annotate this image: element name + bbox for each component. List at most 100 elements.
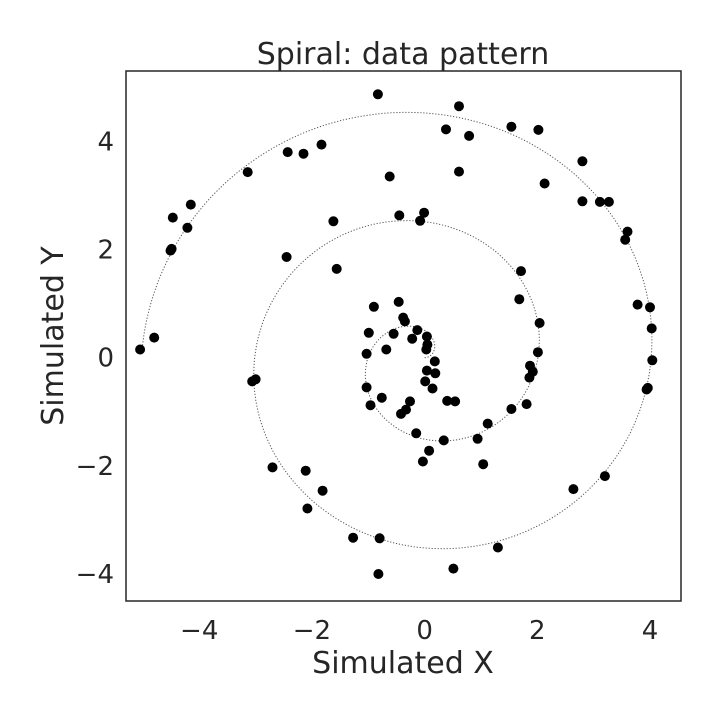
data-point — [534, 318, 545, 328]
data-point — [331, 263, 342, 274]
data-point — [620, 234, 631, 245]
x-tick-label: −4 — [180, 616, 218, 646]
data-point — [521, 399, 532, 410]
data-point — [328, 216, 339, 227]
x-tick-label: 0 — [416, 616, 433, 646]
x-tick-label: 4 — [642, 616, 659, 646]
y-tick-label: 2 — [97, 236, 114, 266]
data-point — [388, 328, 399, 339]
data-point — [448, 563, 459, 574]
data-point — [267, 462, 278, 473]
data-point — [427, 383, 438, 394]
data-point — [421, 344, 432, 355]
data-point — [429, 356, 440, 367]
data-point — [399, 316, 410, 327]
data-point — [532, 347, 543, 358]
data-point — [464, 130, 475, 141]
data-point — [361, 348, 372, 359]
data-point — [641, 384, 652, 395]
data-point — [622, 226, 633, 237]
data-point — [407, 333, 418, 344]
data-point — [381, 344, 392, 355]
data-point — [424, 445, 435, 456]
data-point — [506, 404, 517, 414]
data-point — [419, 207, 430, 218]
data-point — [478, 459, 489, 470]
x-axis-ticks: −4 −2 0 2 4 — [180, 616, 658, 646]
data-point — [647, 355, 658, 366]
data-point — [373, 569, 384, 579]
data-point — [533, 124, 544, 135]
data-point — [282, 147, 293, 158]
data-point — [594, 196, 605, 207]
data-point — [300, 465, 311, 476]
data-point — [317, 485, 328, 496]
data-point — [368, 301, 379, 312]
data-point — [167, 212, 178, 223]
data-point — [135, 344, 146, 355]
data-point — [577, 156, 588, 167]
data-point — [454, 101, 464, 112]
y-tick-label: −2 — [76, 452, 114, 482]
data-point — [417, 456, 428, 467]
x-axis-label: Simulated X — [312, 646, 494, 681]
data-point — [603, 196, 614, 207]
data-point — [632, 299, 643, 310]
data-point — [393, 296, 404, 307]
data-point — [421, 365, 432, 376]
data-point — [149, 332, 160, 343]
data-point — [524, 372, 535, 383]
data-point — [185, 199, 196, 210]
data-point — [242, 167, 253, 178]
y-tick-label: 4 — [97, 127, 114, 157]
data-point — [415, 215, 426, 226]
data-point — [412, 325, 423, 336]
data-point — [438, 435, 449, 446]
data-point — [454, 166, 464, 177]
data-point — [492, 542, 503, 553]
points-layer — [135, 89, 658, 579]
spiral-curve — [141, 111, 653, 550]
data-point — [441, 124, 451, 135]
data-point — [302, 503, 313, 514]
data-point — [646, 323, 657, 334]
data-point — [384, 171, 395, 182]
data-point — [182, 222, 193, 233]
data-point — [361, 382, 372, 393]
plot-frame — [125, 70, 682, 602]
data-point — [577, 196, 588, 207]
data-point — [645, 302, 655, 313]
y-tick-label: 0 — [97, 344, 114, 374]
data-point — [396, 408, 406, 419]
data-point — [376, 392, 387, 403]
data-point — [472, 433, 483, 444]
data-point — [316, 139, 327, 150]
data-point — [365, 400, 376, 411]
data-point — [516, 266, 526, 277]
data-point — [411, 428, 422, 439]
data-point — [514, 294, 525, 305]
data-point — [405, 396, 415, 407]
data-point — [568, 484, 579, 495]
data-point — [247, 376, 258, 387]
data-point — [506, 121, 517, 132]
data-point — [374, 533, 385, 544]
x-tick-label: 2 — [529, 616, 546, 646]
y-axis-label: Simulated Y — [36, 246, 71, 426]
data-point — [599, 471, 610, 482]
data-point — [372, 89, 383, 100]
data-point — [442, 395, 453, 406]
data-point — [394, 210, 405, 221]
chart-title: Spiral: data pattern — [257, 37, 549, 72]
data-point — [482, 418, 493, 429]
data-point — [165, 245, 176, 256]
data-point — [281, 252, 292, 262]
data-point — [539, 178, 550, 189]
data-point — [421, 331, 432, 342]
data-point — [363, 327, 374, 338]
data-point — [420, 376, 431, 387]
data-point — [298, 148, 309, 159]
spiral-curve-layer — [141, 111, 653, 550]
y-tick-label: −4 — [76, 560, 114, 590]
